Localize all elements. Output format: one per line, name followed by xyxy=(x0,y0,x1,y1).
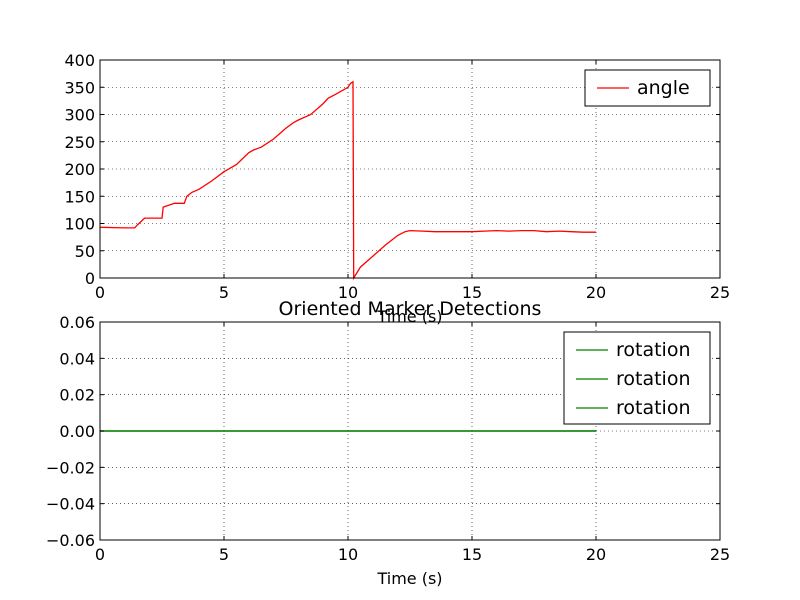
x-tick-label: 0 xyxy=(95,545,105,564)
x-tick-label: 5 xyxy=(219,545,229,564)
x-tick-label: 15 xyxy=(462,545,482,564)
x-tick-label: 10 xyxy=(338,283,358,302)
x-tick-label: 20 xyxy=(586,545,606,564)
legend: rotation rotation rotation xyxy=(563,331,711,425)
y-tick-label: −0.06 xyxy=(46,531,95,550)
y-tick-label: 350 xyxy=(64,78,95,97)
y-tick-label: 400 xyxy=(64,51,95,70)
x-axis-label: Time (s) xyxy=(376,569,442,588)
rotation-plot: 0 5 10 15 20 25 0.06 0.04 0.02 0.00 −0.02 −0.04 −0.0… xyxy=(46,298,730,588)
y-tick-label: 150 xyxy=(64,187,95,206)
x-tick-label: 25 xyxy=(710,283,730,302)
y-tick-label: 0 xyxy=(85,269,95,288)
x-tick-label: 20 xyxy=(586,283,606,302)
x-tick-label: 15 xyxy=(462,283,482,302)
chart-title: Oriented Marker Detections xyxy=(279,298,542,320)
legend-box xyxy=(563,331,711,425)
y-tick-label: 300 xyxy=(64,106,95,125)
y-tick-label: 250 xyxy=(64,133,95,152)
series-line-angle xyxy=(99,80,596,281)
legend: angle xyxy=(584,69,711,107)
y-tick-label: −0.04 xyxy=(46,495,95,514)
y-tick-label: 50 xyxy=(75,242,95,261)
y-tick-label: −0.02 xyxy=(46,458,95,477)
y-tick-label: 0.04 xyxy=(59,349,95,368)
plot-lines xyxy=(99,80,596,281)
y-tick-label: 0.00 xyxy=(59,422,95,441)
y-tick-label: 200 xyxy=(64,160,95,179)
x-axis-label: Time (s) xyxy=(376,307,442,326)
x-tick-label: 25 xyxy=(710,545,730,564)
x-tick-label: 10 xyxy=(338,545,358,564)
y-tick-label: 0.06 xyxy=(59,313,95,332)
legend-label: rotation xyxy=(616,368,691,390)
y-tick-label: 100 xyxy=(64,215,95,234)
x-tick-label: 5 xyxy=(219,283,229,302)
x-tick-label: 0 xyxy=(95,283,105,302)
legend-label: rotation xyxy=(616,339,691,361)
legend-label: angle xyxy=(637,77,690,99)
legend-label: rotation xyxy=(616,397,691,419)
ticks: 0 5 10 15 20 25 0.06 0.04 0.02 0.00 −0.02 −0.04 −0.0… xyxy=(46,313,730,564)
y-tick-label: 0.02 xyxy=(59,386,95,405)
